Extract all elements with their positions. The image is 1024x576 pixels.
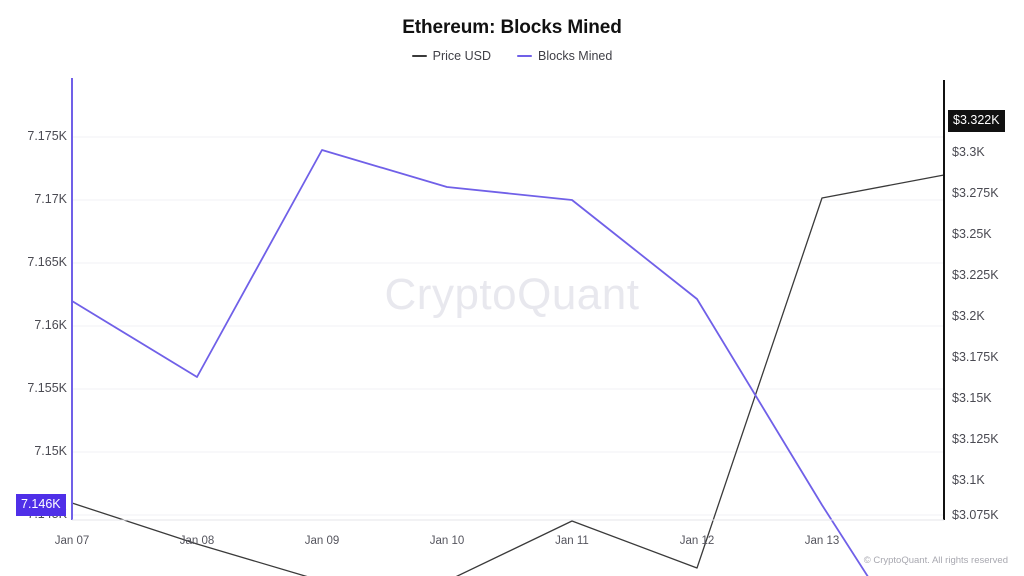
x-tick-6: Jan 13 [804, 535, 840, 547]
x-tick-0: Jan 07 [54, 535, 90, 547]
watermark: CryptoQuant [384, 270, 640, 319]
right-tick-2: $3.25K [952, 227, 992, 241]
gridlines [72, 136, 944, 516]
x-tick-3: Jan 10 [429, 535, 465, 547]
x-tick-5: Jan 12 [679, 535, 715, 547]
right-tick-4: $3.2K [952, 309, 985, 323]
right-tick-8: $3.1K [952, 473, 985, 487]
series-line-price-usd [71, 174, 945, 576]
copyright-footer: © CryptoQuant. All rights reserved [863, 555, 1008, 566]
left-tick-2: 7.165K [27, 255, 67, 269]
plot-area [71, 78, 945, 576]
left-value-badge: 7.146K [16, 494, 66, 516]
right-tick-7: $3.125K [952, 432, 999, 446]
legend-label-blocks-mined: Blocks Mined [538, 49, 613, 63]
right-value-badge: $3.322K [948, 110, 1005, 132]
right-tick-0: $3.3K [952, 145, 985, 159]
x-tick-4: Jan 11 [555, 535, 589, 547]
chart-legend: Price USD Blocks Mined [0, 49, 1024, 63]
x-tick-1: Jan 08 [179, 535, 215, 547]
right-tick-6: $3.15K [952, 391, 992, 405]
page-title: Ethereum: Blocks Mined [402, 17, 622, 38]
left-tick-5: 7.15K [34, 444, 67, 458]
x-tick-2: Jan 09 [304, 535, 340, 547]
left-tick-3: 7.16K [34, 318, 67, 332]
legend-label-price-usd: Price USD [432, 49, 491, 63]
legend-swatch-price-usd [411, 55, 427, 57]
legend-item-price-usd[interactable]: Price USD [411, 49, 491, 63]
right-tick-9: $3.075K [952, 508, 999, 522]
legend-item-blocks-mined[interactable]: Blocks Mined [517, 49, 612, 63]
right-tick-5: $3.175K [952, 350, 999, 364]
right-tick-1: $3.275K [952, 186, 999, 200]
left-tick-4: 7.155K [27, 381, 67, 395]
series-line-blocks-mined [71, 149, 869, 576]
left-tick-1: 7.17K [34, 192, 67, 206]
plot-svg [71, 78, 945, 576]
left-tick-0: 7.175K [27, 129, 67, 143]
right-tick-3: $3.225K [952, 268, 999, 282]
legend-swatch-blocks-mined [517, 55, 532, 57]
